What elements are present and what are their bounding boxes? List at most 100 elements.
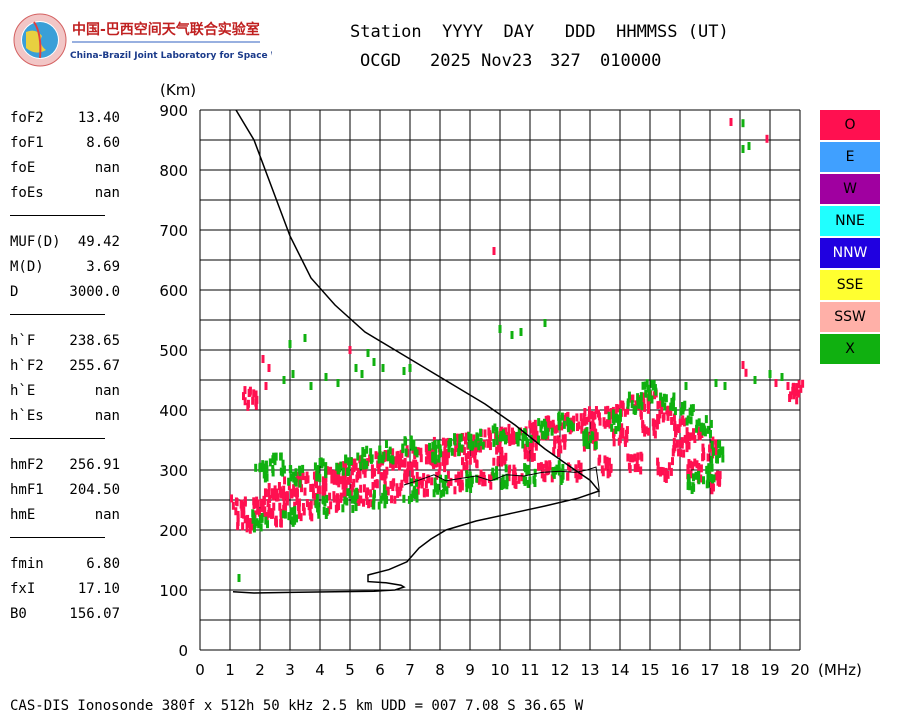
- echo-point-o: [656, 467, 660, 476]
- echo-point-o: [375, 480, 379, 489]
- echo-point-o: [563, 441, 567, 450]
- echo-point-x: [618, 409, 622, 418]
- param-label: h`F2: [10, 358, 44, 374]
- echo-point-o: [633, 453, 637, 462]
- y-axis-label: (Km): [160, 81, 196, 99]
- echo-point-o: [342, 461, 346, 470]
- echo-point-o: [585, 416, 589, 425]
- echo-point-o: [236, 522, 240, 531]
- echo-point-x: [533, 468, 537, 477]
- echo-point-o: [258, 508, 262, 517]
- echo-point-o: [282, 504, 286, 513]
- echo-point-o: [644, 426, 648, 435]
- echo-point-x: [721, 446, 725, 455]
- echo-point-x: [282, 376, 286, 384]
- echo-point-o: [443, 464, 447, 473]
- echo-point-o: [563, 434, 567, 443]
- param-label: fxI: [10, 581, 36, 597]
- legend-item-nne: NNE: [820, 206, 880, 236]
- echo-point-o: [631, 394, 635, 403]
- echo-point-o: [673, 443, 677, 452]
- echo-point-o: [656, 401, 660, 410]
- echo-point-o: [393, 495, 397, 504]
- echo-point-o: [603, 455, 607, 464]
- echo-point-x: [672, 392, 676, 401]
- echo-point-x: [289, 507, 293, 516]
- echo-point-o: [609, 408, 613, 417]
- echo-point-o: [693, 458, 697, 467]
- echo-point-x: [293, 477, 297, 486]
- echo-point-x: [691, 404, 695, 413]
- echo-point-o: [672, 413, 676, 422]
- echo-point-o: [530, 453, 534, 462]
- echo-point-x: [265, 473, 269, 482]
- echo-point-o: [612, 428, 616, 437]
- echo-point-o: [373, 479, 377, 488]
- param-label: foF1: [10, 135, 44, 151]
- echo-point-o: [710, 482, 714, 491]
- echo-point-o: [797, 380, 801, 389]
- echo-point-o: [368, 454, 372, 463]
- echo-point-o: [547, 423, 551, 432]
- echo-point-x: [335, 462, 339, 471]
- echo-point-o: [587, 414, 591, 423]
- echo-point-x: [407, 495, 411, 504]
- echo-point-o: [262, 496, 266, 505]
- param-label: h`F: [10, 333, 36, 349]
- echo-point-x: [582, 438, 586, 447]
- echo-point-x: [474, 439, 478, 448]
- param-value: 156.07: [69, 606, 120, 622]
- x-tick-label: 14: [610, 661, 629, 679]
- echo-point-x: [378, 445, 382, 454]
- echo-point-x: [471, 441, 475, 450]
- echo-point-o: [406, 468, 410, 477]
- echo-point-x: [709, 419, 713, 428]
- echo-point-o: [281, 488, 285, 497]
- echo-point-x: [428, 442, 432, 451]
- echo-point-x: [557, 422, 561, 431]
- echo-point-o: [464, 432, 468, 441]
- echo-point-x: [415, 494, 419, 503]
- echo-point-x: [662, 393, 666, 402]
- echo-point-x: [704, 415, 708, 424]
- echo-point-x: [653, 384, 657, 393]
- echo-point-x: [322, 506, 326, 515]
- x-tick-label: 3: [285, 661, 295, 679]
- echo-point-o: [716, 477, 720, 486]
- echo-point-o: [660, 406, 664, 415]
- echo-point-o: [687, 441, 691, 450]
- echo-point-o: [473, 451, 477, 460]
- echo-point-o: [729, 118, 733, 126]
- echo-point-o: [287, 482, 291, 491]
- echo-point-o: [250, 522, 254, 531]
- echo-point-x: [495, 427, 499, 436]
- echo-point-o: [499, 458, 503, 467]
- echo-point-x: [467, 440, 471, 449]
- echo-point-x: [382, 484, 386, 493]
- echo-point-x: [688, 407, 692, 416]
- echo-point-o: [236, 517, 240, 526]
- echo-point-x: [686, 415, 690, 424]
- echo-point-o: [575, 474, 579, 483]
- echo-point-o: [627, 462, 631, 471]
- echo-point-o: [612, 438, 616, 447]
- echo-point-o: [304, 475, 308, 484]
- echo-point-o: [308, 502, 312, 511]
- echo-point-o: [306, 475, 310, 484]
- echo-point-x: [495, 472, 499, 481]
- echo-point-x: [639, 397, 643, 406]
- echo-point-x: [298, 479, 302, 488]
- echo-point-x: [432, 489, 436, 498]
- echo-point-x: [526, 479, 530, 488]
- echo-point-x: [360, 454, 364, 463]
- echo-point-o: [404, 473, 408, 482]
- echo-point-o: [647, 427, 651, 436]
- echo-point-o: [488, 436, 492, 445]
- echo-point-o: [618, 435, 622, 444]
- echo-point-x: [384, 440, 388, 449]
- echo-point-o: [235, 498, 239, 507]
- echo-point-o: [344, 484, 348, 493]
- echo-point-x: [433, 439, 437, 448]
- footer-info: CAS-DIS Ionosonde 380f x 512h 50 kHz 2.5…: [10, 698, 584, 714]
